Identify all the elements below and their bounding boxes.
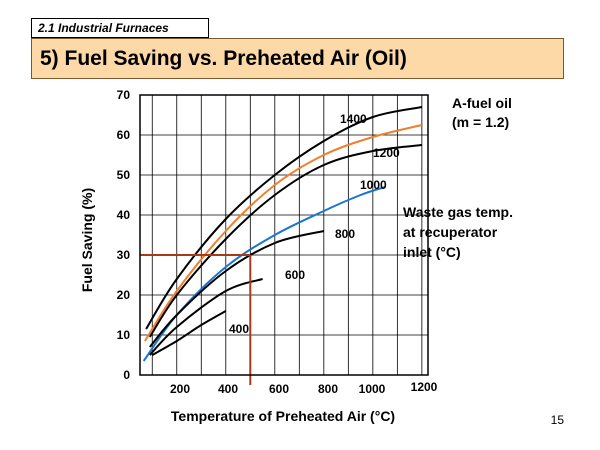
chart-ticks: 200 400 600 800 1000 1200 0 10 20 30 40 50 60 70 [117, 88, 438, 396]
curve-fuel-oil [144, 124, 423, 342]
y-tick-label: 10 [117, 328, 131, 342]
curve-label-600: 600 [285, 268, 305, 282]
slide-title: 5) Fuel Saving vs. Preheated Air (Oil) [31, 38, 564, 79]
waste-gas-label-line2: at recuperator [403, 224, 498, 240]
y-tick-label: 40 [117, 208, 131, 222]
curve-400 [151, 310, 227, 356]
curve-1200 [148, 144, 423, 338]
reference-lines [140, 254, 252, 385]
curve-label-1000: 1000 [360, 178, 387, 192]
y-tick-label: 30 [117, 248, 131, 262]
curve-600 [149, 278, 263, 356]
y-axis-label: Fuel Saving (%) [79, 188, 95, 292]
section-tag: 2.1 Industrial Furnaces [31, 18, 209, 38]
y-tick-label: 20 [117, 288, 131, 302]
x-tick-label: 1000 [359, 382, 386, 396]
x-axis-label: Temperature of Preheated Air (°C) [171, 408, 395, 424]
page-number: 15 [550, 413, 564, 427]
curve-label-800: 800 [335, 227, 355, 241]
fuel-param-label: (m = 1.2) [452, 114, 509, 130]
y-tick-label: 70 [117, 88, 131, 102]
waste-gas-label-line3: inlet (°C) [403, 244, 461, 260]
plot-frame [139, 94, 429, 376]
curve-1400 [145, 106, 423, 330]
x-tick-label: 1200 [411, 380, 438, 394]
y-tick-label: 0 [123, 368, 130, 382]
fuel-name-label: A-fuel oil [452, 95, 512, 111]
chart-curves [142, 106, 423, 362]
y-tick-label: 60 [117, 128, 131, 142]
x-tick-label: 800 [318, 382, 338, 396]
chart-labels: Temperature of Preheated Air (°C) Fuel Sa… [79, 95, 513, 424]
x-tick-label: 400 [218, 382, 238, 396]
x-tick-label: 600 [269, 382, 289, 396]
y-tick-label: 50 [117, 168, 131, 182]
chart-grid [140, 95, 428, 375]
curve-label-1400: 1400 [340, 112, 367, 126]
x-tick-label: 200 [170, 382, 190, 396]
curve-label-1200: 1200 [373, 146, 400, 160]
curve-label-400: 400 [229, 322, 249, 336]
waste-gas-label-line1: Waste gas temp. [403, 204, 513, 220]
curve-800 [149, 230, 325, 348]
